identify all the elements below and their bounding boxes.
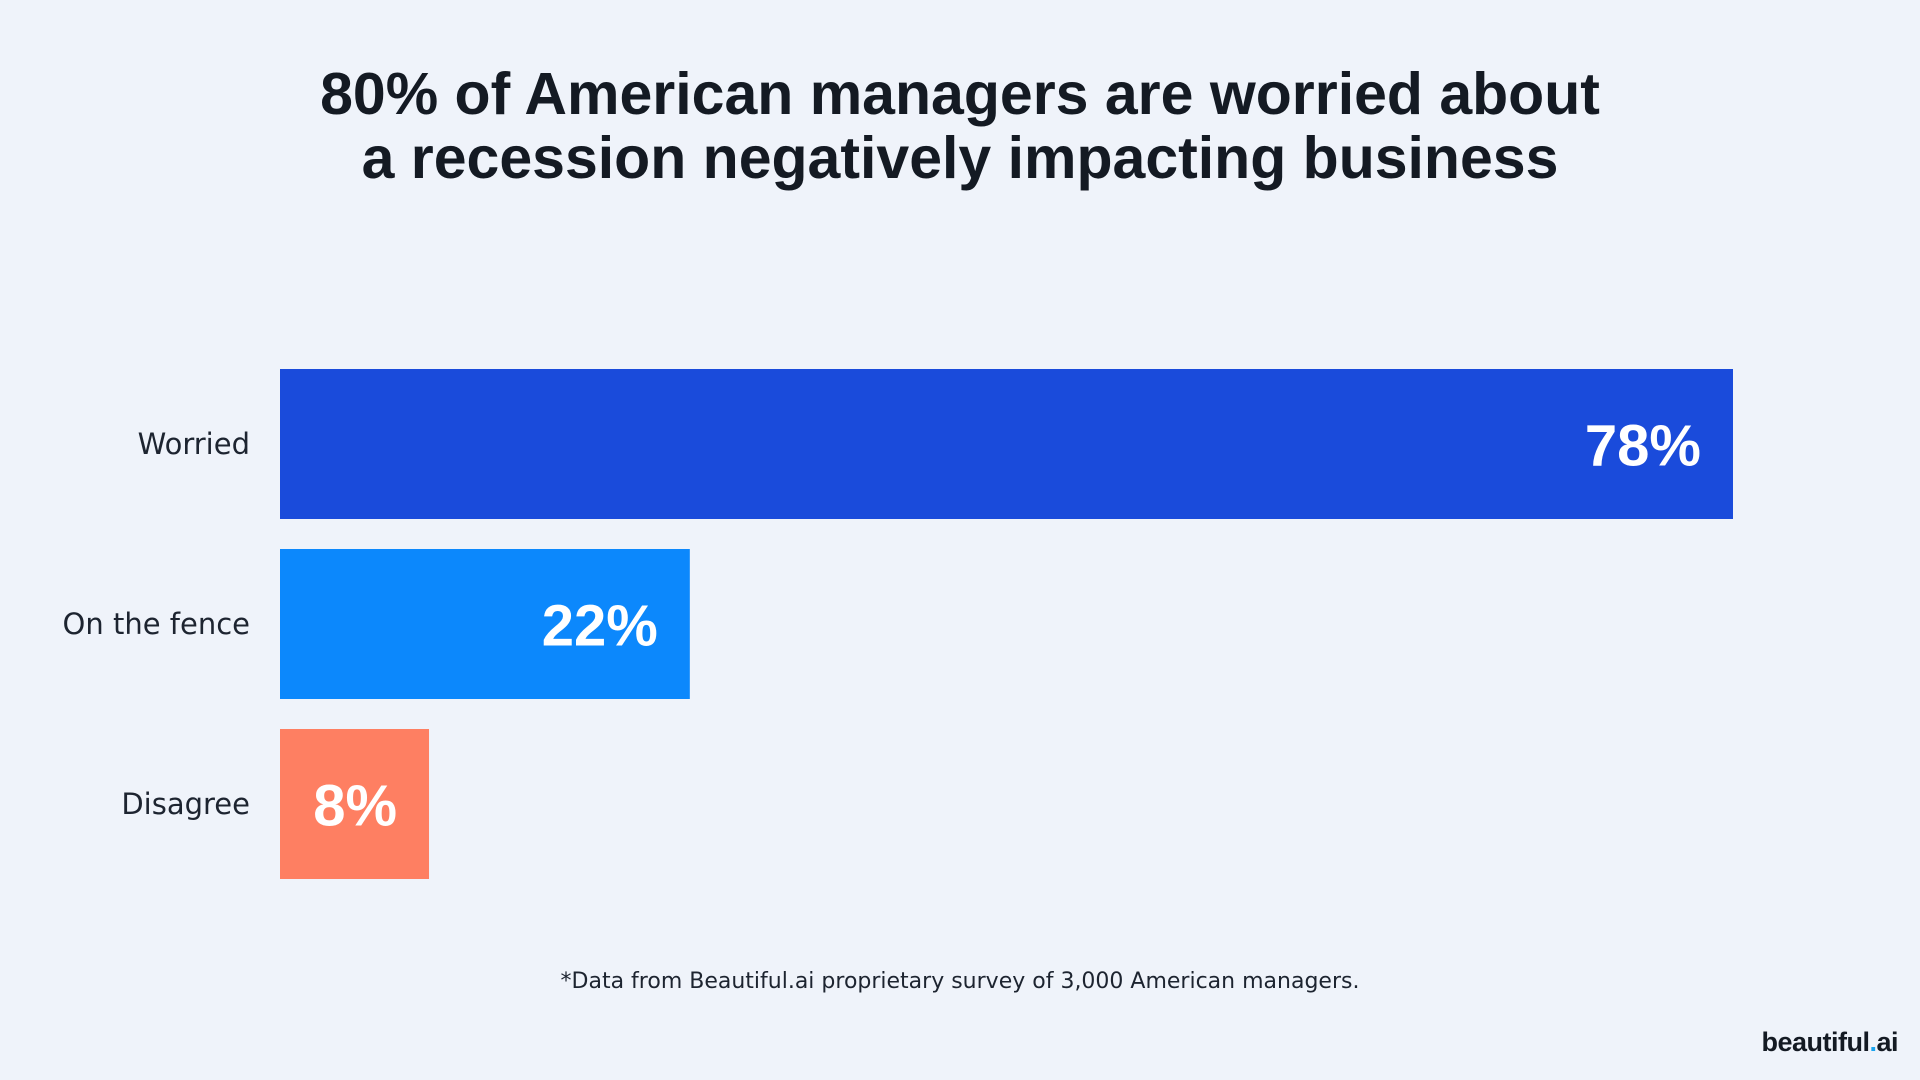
footnote: *Data from Beautiful.ai proprietary surv… [560,969,1360,994]
bar-on-the-fence [280,549,690,699]
value-label-disagree: 8% [313,774,397,839]
category-label-disagree: Disagree [121,787,250,821]
brand-logo-suffix: ai [1876,1027,1898,1057]
chart-title-line-2: a recession negatively impacting busines… [361,125,1559,191]
brand-logo: beautiful.ai [1761,1027,1898,1058]
category-label-on-the-fence: On the fence [63,607,250,641]
value-label-worried: 78% [1585,414,1701,479]
brand-logo-main: beautiful [1761,1027,1870,1057]
brand-logo-dot: . [1869,1027,1877,1057]
chart-title-line-1: 80% of American managers are worried abo… [320,61,1600,127]
bar-worried [280,369,1733,519]
chart-title: 80% of American managers are worried abo… [0,62,1920,190]
category-label-worried: Worried [138,427,250,461]
bar-disagree [280,729,430,879]
value-label-on-the-fence: 22% [542,594,658,659]
